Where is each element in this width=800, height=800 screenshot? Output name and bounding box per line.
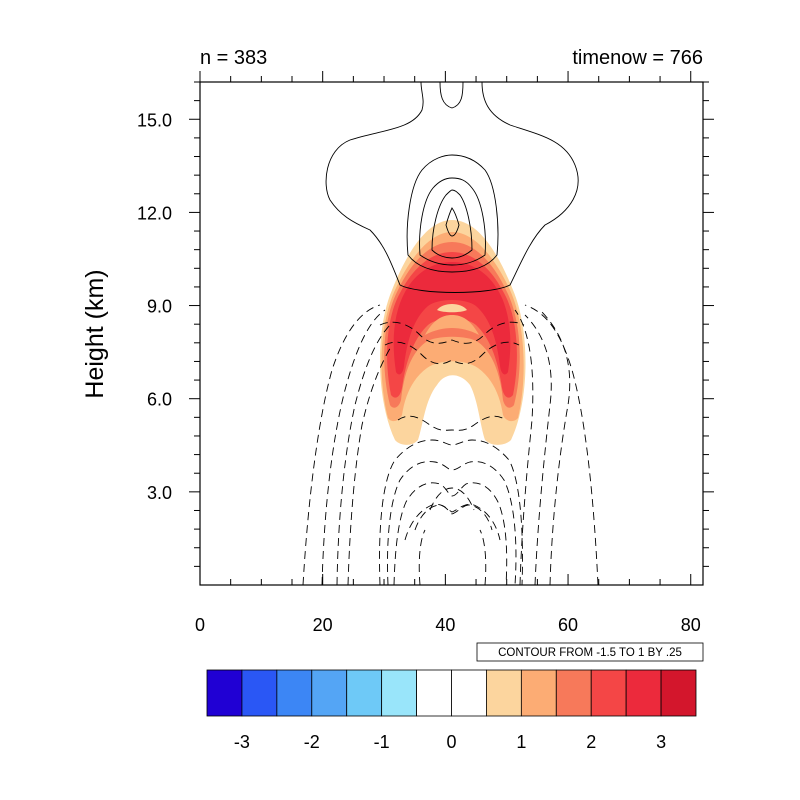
colorbar-label: 1 <box>516 732 526 752</box>
positive-contour-line <box>325 82 579 293</box>
colorbar-label: 0 <box>446 732 456 752</box>
colorbar-box <box>346 669 383 717</box>
negative-contour-line <box>414 504 493 531</box>
colorbar-box <box>520 669 557 717</box>
colorbar-label: 2 <box>586 732 596 752</box>
colorbar-box <box>555 669 592 717</box>
positive-contour-line <box>406 154 499 273</box>
fill-level-2.5 <box>393 262 511 375</box>
positive-contour-line <box>431 189 473 259</box>
x-tick-label: 60 <box>558 615 578 635</box>
negative-contour-line <box>379 321 525 344</box>
negative-contour-line <box>393 482 508 585</box>
positive-contour-line <box>445 207 460 237</box>
x-tick-label: 20 <box>313 615 333 635</box>
fill-core <box>425 315 479 335</box>
colorbar-box <box>381 669 417 717</box>
negative-contour-line <box>429 487 475 511</box>
colorbar-box <box>590 669 627 717</box>
colorbar-box <box>486 669 522 717</box>
contour-info-box: CONTOUR FROM -1.5 TO 1 BY .25 <box>476 642 704 662</box>
x-tick-label: 80 <box>681 615 701 635</box>
negative-contour-line <box>418 529 426 585</box>
colorbar-box <box>311 669 348 717</box>
info-box-frame <box>476 642 704 662</box>
negative-contour-line <box>384 341 520 365</box>
positive-contour-line <box>419 177 486 266</box>
colorbar-label: 3 <box>656 732 666 752</box>
negative-contour-line <box>302 304 381 585</box>
negative-contour-line <box>336 324 391 585</box>
colorbar-label: -2 <box>304 732 320 752</box>
plot-frame <box>199 81 704 586</box>
negative-contour-line <box>514 309 534 585</box>
negative-contour-line <box>321 309 386 585</box>
negative-contour-line <box>524 304 599 585</box>
colorbar: -3 -2 -1 0 1 2 3 <box>206 669 697 752</box>
colorbar-box <box>451 669 487 717</box>
positive-contour-line <box>439 82 464 109</box>
filled-contours <box>379 220 526 445</box>
negative-contour-line <box>387 461 517 585</box>
colorbar-box <box>206 669 243 717</box>
negative-contour-line <box>404 503 501 541</box>
y-tick-label: 9.0 <box>147 297 172 317</box>
y-axis-label: Height (km) <box>81 269 109 398</box>
colorbar-box <box>416 669 452 717</box>
negative-contour-line <box>379 439 523 585</box>
negative-contour-line <box>539 309 571 585</box>
x-tick-label: 40 <box>435 615 455 635</box>
x-tick-label: 0 <box>195 615 205 635</box>
title-right: timenow = 766 <box>572 47 703 69</box>
y-tick-label: 6.0 <box>147 390 172 410</box>
title-left: n = 383 <box>200 47 267 69</box>
y-tick-label: 12.0 <box>137 203 172 223</box>
fill-core-light <box>437 304 467 313</box>
negative-contour-line <box>479 529 487 585</box>
plot-area <box>302 82 599 585</box>
y-tick-label: 15.0 <box>137 110 172 130</box>
negative-contour-line <box>524 314 552 585</box>
colorbar-box <box>276 669 313 717</box>
line-contours <box>302 82 599 585</box>
colorbar-box <box>660 669 697 717</box>
contour-info-label: CONTOUR FROM -1.5 TO 1 BY .25 <box>498 647 682 659</box>
axes: 0 20 40 60 80 3.0 6.0 9.0 12.0 15.0 <box>137 71 714 635</box>
colorbar-box <box>241 669 278 717</box>
colorbar-label: -3 <box>234 732 250 752</box>
colorbar-label: -1 <box>374 732 390 752</box>
y-tick-label: 3.0 <box>147 483 172 503</box>
negative-contour-line <box>397 415 507 431</box>
colorbar-box <box>625 669 662 717</box>
